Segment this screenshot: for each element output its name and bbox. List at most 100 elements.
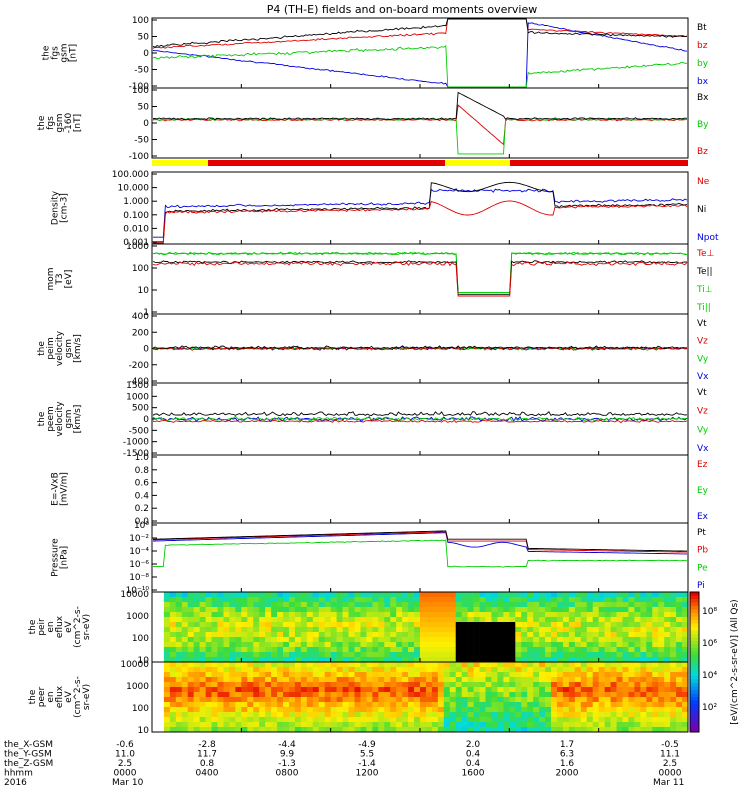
heatmap-cell [461, 632, 468, 638]
heatmap-cell [223, 687, 230, 693]
heatmap-cell [277, 622, 284, 628]
heatmap-cell [414, 612, 421, 618]
heatmap-cell [312, 657, 320, 663]
heatmap-cell [562, 727, 570, 733]
heatmap-cell [556, 592, 564, 598]
heatmap-cell [294, 627, 302, 633]
heatmap-cell [533, 617, 540, 623]
heatmap-cell [152, 622, 159, 628]
heatmap-cell [354, 612, 361, 618]
heatmap-cell [175, 687, 183, 693]
heatmap-cell [294, 632, 302, 638]
heatmap-cell [163, 637, 171, 643]
heatmap-cell [556, 602, 564, 608]
heatmap-cell [562, 597, 570, 603]
heatmap-cell [163, 712, 171, 718]
heatmap-cell [414, 607, 421, 613]
legend-entry: Ne [697, 177, 710, 187]
heatmap-cell [396, 642, 403, 648]
heatmap-cell [318, 707, 326, 713]
heatmap-cell [622, 642, 629, 648]
heatmap-cell [354, 632, 361, 638]
heatmap-cell [461, 672, 468, 678]
heatmap-cell [217, 607, 224, 613]
heatmap-cell [604, 632, 611, 638]
heatmap-cell [509, 727, 516, 733]
heatmap-cell [253, 722, 260, 728]
heatmap-cell [294, 717, 302, 723]
heatmap-cell [485, 607, 492, 613]
heatmap-cell [199, 677, 206, 683]
y-tick-label: 100.000 [112, 170, 149, 180]
heatmap-cell [169, 607, 177, 613]
heatmap-cell [658, 642, 665, 648]
heatmap-cell [330, 692, 337, 698]
y-axis-label: [cm-3] [60, 193, 70, 223]
heatmap-cell [169, 712, 177, 718]
heatmap-cell [336, 687, 343, 693]
heatmap-cell [473, 717, 480, 723]
heatmap-cell [652, 647, 659, 653]
heatmap-cell [348, 632, 355, 638]
heatmap-cell [152, 637, 159, 643]
heatmap-cell [658, 612, 665, 618]
heatmap-cell [229, 627, 236, 633]
heatmap-cell [604, 612, 611, 618]
heatmap-cell [622, 717, 629, 723]
heatmap-cell [259, 642, 266, 648]
heatmap-cell [622, 657, 629, 663]
heatmap-cell [592, 687, 599, 693]
heatmap-cell [294, 597, 302, 603]
heatmap-cell [664, 682, 671, 688]
heatmap-cell [288, 692, 296, 698]
heatmap-cell [473, 592, 480, 598]
heatmap-cell [509, 627, 516, 633]
heatmap-cell [336, 727, 343, 733]
heatmap-cell [193, 612, 200, 618]
legend-entry: Ni [697, 205, 706, 215]
heatmap-cell [622, 632, 629, 638]
heatmap-cell [169, 642, 177, 648]
heatmap-cell [372, 592, 379, 598]
heatmap-cell [509, 717, 516, 723]
heatmap-cell [372, 707, 379, 713]
series-line-Vz [152, 419, 688, 424]
heatmap-cell [396, 657, 403, 663]
heatmap-cell [461, 607, 468, 613]
heatmap-cell [372, 702, 379, 708]
heatmap-cell [283, 682, 290, 688]
heatmap-cell [283, 597, 290, 603]
heatmap-cell [253, 617, 260, 623]
heatmap-cell [628, 672, 635, 678]
heatmap-cell [497, 712, 504, 718]
heatmap-cell [497, 602, 504, 608]
heatmap-cell [259, 692, 266, 698]
heatmap-cell [622, 702, 629, 708]
heatmap-cell [241, 727, 248, 733]
heatmap-cell [580, 652, 588, 658]
heatmap-cell [378, 707, 385, 713]
heatmap-cell [152, 642, 159, 648]
heatmap-cell [527, 637, 534, 643]
heatmap-cell [640, 692, 647, 698]
heatmap-cell [217, 707, 224, 713]
heatmap-cell [277, 672, 284, 678]
heatmap-cell [455, 652, 462, 658]
heatmap-cell [169, 617, 177, 623]
ephemeris-value: 0.4 [466, 759, 481, 769]
heatmap-cell [604, 647, 611, 653]
heatmap-cell [408, 622, 415, 628]
heatmap-cell [205, 652, 212, 658]
heatmap-cell [533, 692, 540, 698]
heatmap-cell [515, 677, 522, 683]
heatmap-cell [384, 652, 391, 658]
heatmap-cell [300, 702, 308, 708]
heatmap-cell [455, 632, 462, 638]
heatmap-cell [461, 702, 468, 708]
heatmap-cell [205, 717, 212, 723]
heatmap-cell [360, 677, 367, 683]
y-tick-label: 10 [138, 656, 150, 666]
heatmap-cell [360, 617, 367, 623]
heatmap-cell [425, 597, 433, 603]
heatmap-cell [449, 627, 457, 633]
